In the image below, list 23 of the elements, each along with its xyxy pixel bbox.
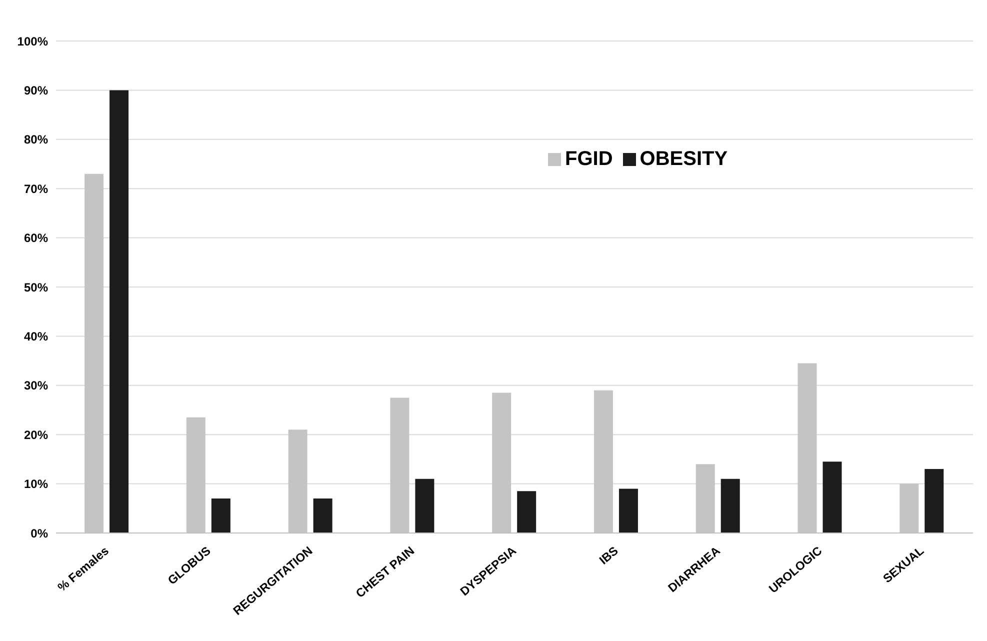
legend-label: FGID: [565, 148, 613, 170]
y-tick-label: 10%: [24, 477, 48, 492]
y-tick-label: 90%: [24, 83, 48, 98]
bar: [924, 469, 944, 533]
y-tick-label: 0%: [30, 526, 48, 540]
y-tick-label: 100%: [17, 34, 48, 48]
x-tick-label: IBS: [596, 544, 621, 568]
y-tick-label: 20%: [24, 428, 48, 442]
bar: [211, 498, 230, 533]
bar: [517, 491, 536, 533]
bar: [822, 462, 842, 533]
y-tick-label: 60%: [24, 231, 48, 246]
y-tick-label: 30%: [24, 378, 48, 393]
bar: [313, 498, 332, 533]
bar: [415, 478, 434, 533]
bar: [110, 90, 129, 533]
y-tick-label: 50%: [24, 280, 48, 294]
y-tick-label: 40%: [24, 329, 48, 344]
y-tick-label: 80%: [24, 132, 48, 147]
bar: [618, 488, 638, 533]
y-tick-label: 70%: [24, 182, 48, 196]
bar: [720, 478, 740, 533]
legend-label: OBESITY: [640, 148, 728, 170]
